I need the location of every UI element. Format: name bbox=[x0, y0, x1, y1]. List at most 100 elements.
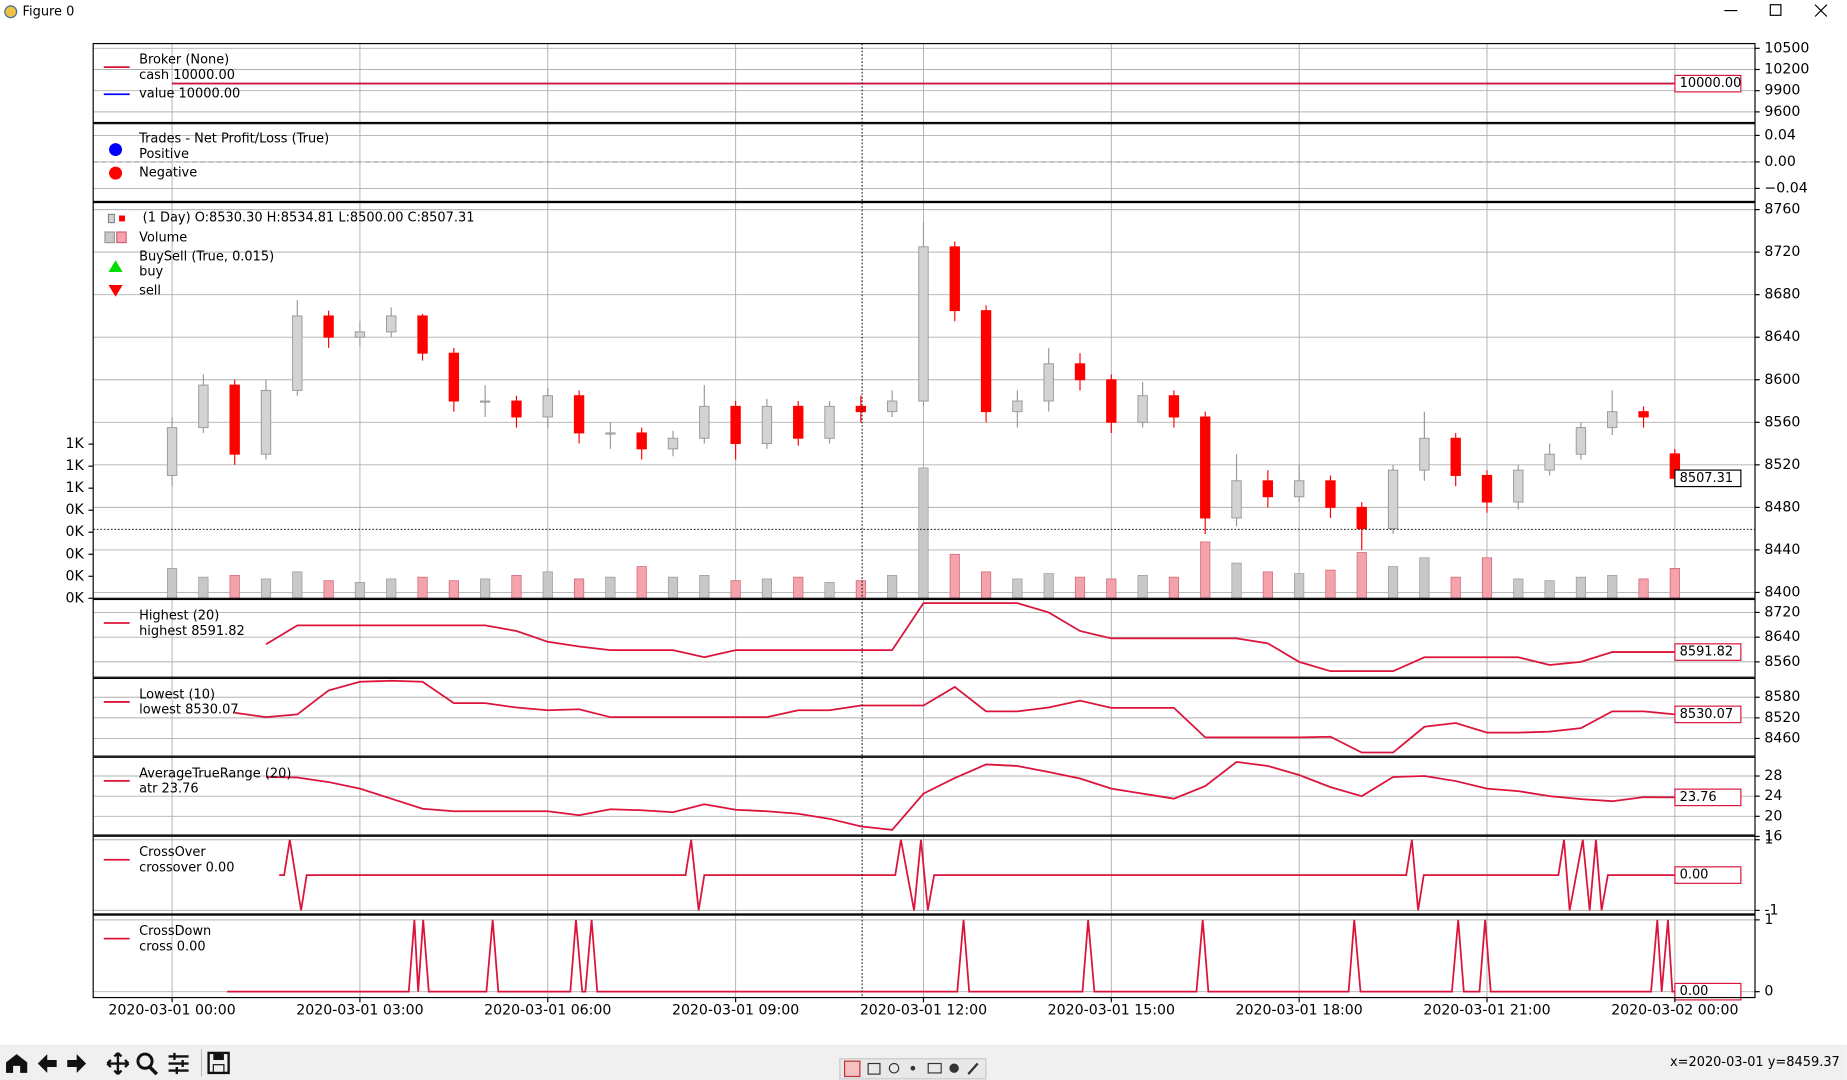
y2-tick-label: 0K bbox=[66, 590, 85, 606]
volume-bar bbox=[1450, 576, 1461, 599]
pan-button[interactable] bbox=[106, 1052, 130, 1075]
ime-icon[interactable] bbox=[949, 1063, 959, 1073]
x-tick-label: 2020-03-02 00:00 bbox=[1611, 1003, 1738, 1019]
last-value-box bbox=[1674, 866, 1742, 884]
candle-body bbox=[166, 427, 178, 476]
volume-bar bbox=[824, 582, 835, 599]
volume-bar bbox=[1200, 541, 1211, 599]
y-tick-label: 9900 bbox=[1764, 83, 1800, 99]
candle-body bbox=[1200, 416, 1211, 519]
candle-body bbox=[730, 405, 741, 445]
legend-label: crossover 0.00 bbox=[139, 861, 234, 876]
y-tick-label: 8400 bbox=[1764, 584, 1800, 600]
legend-label: buy bbox=[139, 265, 163, 280]
volume-bar bbox=[1575, 576, 1586, 599]
volume-bar bbox=[730, 580, 741, 599]
volume-bar bbox=[323, 580, 334, 599]
y-tick-label: 8720 bbox=[1764, 604, 1800, 620]
volume-bar bbox=[605, 576, 616, 599]
volume-bar bbox=[1137, 575, 1148, 599]
candle-body bbox=[448, 352, 460, 402]
legend-candle-icon bbox=[119, 215, 125, 222]
y-tick-label: 9600 bbox=[1764, 104, 1800, 120]
legend-label: Volume bbox=[139, 230, 187, 245]
legend-label: Positive bbox=[139, 147, 189, 162]
last-value-box bbox=[1674, 643, 1742, 661]
candle-body bbox=[636, 432, 647, 450]
legend-marker bbox=[109, 166, 123, 180]
y-tick-label: 28 bbox=[1764, 768, 1782, 784]
y-tick-label: 20 bbox=[1764, 808, 1782, 824]
ime-icon[interactable] bbox=[844, 1060, 861, 1078]
forward-button[interactable] bbox=[67, 1054, 87, 1073]
volume-bar bbox=[981, 571, 992, 599]
candle-body bbox=[1575, 427, 1587, 455]
legend-title: Broker (None) bbox=[139, 53, 229, 68]
volume-bar bbox=[1074, 576, 1086, 599]
y-tick-label: 10200 bbox=[1764, 62, 1809, 78]
volume-bar bbox=[292, 571, 303, 599]
last-value-box bbox=[1674, 982, 1742, 1001]
legend-title: Trades - Net Profit/Loss (True) bbox=[138, 131, 329, 146]
candle-body bbox=[918, 246, 929, 402]
ime-icon[interactable] bbox=[888, 1062, 900, 1074]
candle-body bbox=[1106, 379, 1117, 423]
x-tick-label: 2020-03-01 12:00 bbox=[860, 1003, 987, 1019]
legend-title: Highest (20) bbox=[139, 608, 219, 623]
ime-icon[interactable] bbox=[927, 1062, 942, 1074]
candle-body bbox=[1168, 395, 1180, 418]
zoom-button[interactable] bbox=[136, 1052, 159, 1076]
volume-bar bbox=[574, 578, 585, 599]
candle-body bbox=[1074, 363, 1086, 381]
volume-bar bbox=[699, 575, 710, 599]
volume-bar bbox=[636, 566, 647, 599]
volume-bar bbox=[1669, 567, 1680, 599]
ime-icon[interactable] bbox=[867, 1062, 881, 1075]
legend-label: cash 10000.00 bbox=[139, 68, 235, 83]
home-button[interactable] bbox=[6, 1054, 28, 1073]
y-tick-label: 10500 bbox=[1764, 40, 1809, 56]
panel-frame bbox=[92, 914, 1756, 999]
y-tick-label: 8460 bbox=[1764, 730, 1800, 746]
last-value-box bbox=[1674, 705, 1742, 724]
candle-body bbox=[542, 395, 553, 418]
y-tick-label: 8520 bbox=[1764, 710, 1800, 726]
y2-tick-label: 0K bbox=[66, 568, 85, 584]
candle-body bbox=[667, 437, 679, 450]
candle-body bbox=[1262, 480, 1274, 498]
legend-marker bbox=[108, 260, 123, 273]
volume-bar bbox=[1231, 562, 1242, 599]
candle-body bbox=[1387, 469, 1399, 530]
volume-bar bbox=[667, 576, 679, 599]
legend-marker bbox=[108, 285, 123, 297]
candle-body bbox=[1137, 395, 1148, 423]
volume-bar bbox=[198, 576, 209, 599]
x-tick-label: 2020-03-01 09:00 bbox=[672, 1003, 799, 1019]
close-button[interactable] bbox=[1814, 4, 1828, 17]
volume-bar bbox=[1356, 552, 1367, 599]
restore-button[interactable] bbox=[1769, 4, 1782, 16]
save-button[interactable] bbox=[207, 1051, 230, 1075]
volume-bar bbox=[887, 575, 898, 599]
candle-body bbox=[1450, 437, 1461, 476]
last-value-box bbox=[1674, 469, 1742, 488]
x-tick-label: 2020-03-01 00:00 bbox=[108, 1003, 235, 1019]
app-icon bbox=[4, 5, 18, 19]
y-tick-label: 0 bbox=[1764, 984, 1773, 1000]
configure-button[interactable] bbox=[168, 1052, 189, 1075]
back-button[interactable] bbox=[37, 1054, 57, 1073]
candle-body bbox=[198, 384, 209, 429]
volume-bar bbox=[1513, 578, 1524, 599]
volume-bar bbox=[1043, 573, 1054, 599]
ime-icon[interactable] bbox=[967, 1062, 979, 1075]
volume-bar bbox=[761, 578, 772, 599]
ime-icon[interactable] bbox=[910, 1065, 916, 1071]
volume-bar bbox=[480, 578, 491, 599]
last-value-label: 0.00 bbox=[1680, 984, 1709, 999]
candle-body bbox=[1293, 480, 1305, 498]
panel-frame bbox=[92, 835, 1756, 915]
y2-tick-label: 0K bbox=[66, 524, 85, 540]
candle-body bbox=[1419, 437, 1430, 471]
